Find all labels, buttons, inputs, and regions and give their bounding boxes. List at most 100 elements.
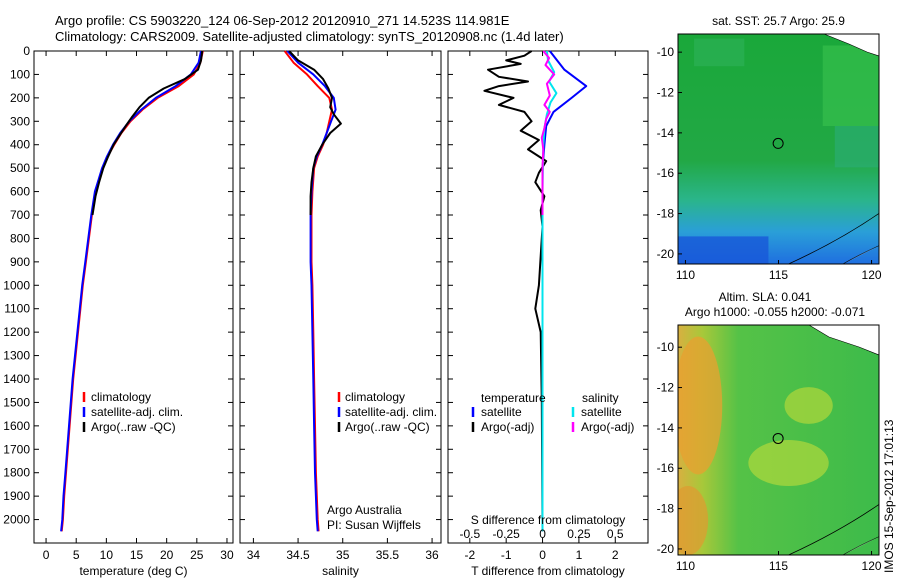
- s-tick-label: 0: [539, 527, 546, 541]
- s-tick-label: -0.25: [493, 527, 521, 541]
- x-tick-label: 1: [576, 548, 583, 562]
- s-tick-label: -0.5: [459, 527, 480, 541]
- x-tick-label: -2: [464, 548, 475, 562]
- x-tick-label: 34: [247, 548, 261, 562]
- sla-patch: [678, 336, 723, 475]
- difference-panel: -2 -1 0 1 2 T difference from climatology -0.5…: [447, 50, 649, 578]
- series-line-2: [60, 50, 202, 532]
- y-tick-label: 1500: [3, 395, 30, 409]
- legend-header: salinity: [582, 391, 619, 405]
- legend-entry: climatology: [91, 390, 151, 404]
- series-line-3: [91, 50, 204, 216]
- s-axis-label: S difference from climatology: [471, 513, 626, 527]
- land-mass: [808, 325, 879, 356]
- argo-location-marker: [772, 432, 784, 444]
- x-tick-label: 25: [190, 548, 204, 562]
- y-tick-label: 1600: [3, 419, 30, 433]
- y-tick-label: -14: [657, 126, 675, 140]
- y-tick-label: -16: [657, 166, 675, 180]
- legend-entry: Argo(..raw -QC): [91, 420, 176, 434]
- y-tick-label: 1100: [4, 302, 30, 316]
- legend-header: temperature: [481, 391, 546, 405]
- x-tick-label: 5: [73, 548, 80, 562]
- y-tick-label: -16: [657, 461, 675, 475]
- y-tick-label: 400: [10, 138, 30, 152]
- sst-patch: [822, 45, 879, 126]
- x-tick-label: 30: [220, 548, 234, 562]
- sst-map-panel: 110 115 120 -10 -12 -14 -16 -18 -20 sat. SST: 25.…: [657, 14, 882, 282]
- imos-date-label: IMOS 15-Sep-2012 17:01:13: [882, 419, 896, 573]
- y-tick-label: 1900: [3, 489, 30, 503]
- figure-title-line1: Argo profile: CS 5903220_124 06-Sep-2012…: [55, 13, 510, 28]
- sla-map-panel: 110 115 120 -10 -12 -14 -16 -18 -20 Altim. SLA: 0…: [657, 290, 882, 573]
- plot-frame: [239, 50, 442, 544]
- map-field: [678, 34, 879, 264]
- series-line-4: [540, 50, 556, 215]
- y-tick-label: 600: [10, 185, 30, 199]
- y-tick-label: 200: [10, 91, 30, 105]
- y-tick-label: 1800: [3, 466, 30, 480]
- x-tick-label: 36: [425, 548, 439, 562]
- legend-entry: climatology: [345, 390, 405, 404]
- y-tick-label: 1200: [3, 325, 30, 339]
- y-tick-label: 800: [10, 231, 30, 245]
- y-tick-label: 1300: [3, 349, 30, 363]
- y-tick-label: -20: [657, 247, 675, 261]
- y-tick-label: -12: [657, 86, 675, 100]
- y-tick-label: 500: [10, 161, 30, 175]
- temperature-panel: 0 5 10 15 20 25 300100200300400500600700800900…: [3, 44, 234, 578]
- salinity-panel: 34 34.5 35 35.5 36 salinity climatologysatelli…: [239, 50, 442, 578]
- x-axis-label: T difference from climatology: [471, 564, 625, 578]
- y-tick-label: -20: [657, 542, 675, 556]
- map-field: [678, 325, 879, 555]
- y-tick-label: 1000: [3, 278, 30, 292]
- series-line-3: [288, 50, 342, 215]
- y-tick-label: 300: [10, 114, 30, 128]
- y-tick-label: 900: [10, 255, 30, 269]
- s-tick-label: 0.25: [567, 527, 591, 541]
- x-tick-label: 110: [676, 559, 695, 573]
- legend-entry: satellite: [581, 405, 622, 419]
- y-tick-label: 0: [23, 44, 30, 58]
- series-line-2: [483, 50, 548, 532]
- map-title: sat. SST: 25.7 Argo: 25.9: [712, 14, 845, 28]
- s-tick-label: 0.5: [607, 527, 624, 541]
- legend-entry: satellite: [481, 405, 522, 419]
- y-tick-label: 2000: [3, 513, 30, 527]
- y-tick-label: 1700: [3, 442, 30, 456]
- argo-location-marker: [772, 137, 784, 149]
- y-tick-label: -14: [657, 421, 675, 435]
- map-title: Altim. SLA: 0.041: [719, 290, 812, 304]
- legend-entry: Argo(-adj): [481, 420, 534, 434]
- x-tick-label: 20: [160, 548, 174, 562]
- x-tick-label: 35.5: [376, 548, 400, 562]
- x-tick-label: 34.5: [286, 548, 310, 562]
- x-tick-label: 0: [539, 548, 546, 562]
- y-tick-label: -10: [657, 340, 675, 354]
- x-tick-label: -1: [501, 548, 512, 562]
- sst-patch: [834, 126, 879, 168]
- y-tick-label: 1400: [3, 372, 30, 386]
- land-mass: [823, 34, 879, 57]
- sla-patch: [784, 387, 833, 424]
- sst-patch: [694, 38, 745, 67]
- x-tick-label: 10: [100, 548, 114, 562]
- sst-patch: [678, 236, 769, 264]
- land-mass: [842, 245, 879, 264]
- x-tick-label: 35: [336, 548, 350, 562]
- y-tick-label: 700: [10, 208, 30, 222]
- x-tick-label: 2: [612, 548, 619, 562]
- annotation: PI: Susan Wijffels: [327, 518, 421, 532]
- annotation: Argo Australia: [327, 503, 402, 517]
- x-tick-label: 15: [130, 548, 144, 562]
- y-tick-label: 100: [10, 67, 30, 81]
- x-axis-label: salinity: [322, 564, 359, 578]
- x-tick-label: 110: [676, 268, 695, 282]
- y-tick-label: -18: [657, 207, 675, 221]
- land-mass: [842, 536, 879, 555]
- contour-line: [788, 213, 879, 264]
- legend-entry: satellite-adj. clim.: [91, 405, 183, 419]
- x-axis-label: temperature (deg C): [79, 564, 187, 578]
- y-tick-label: -18: [657, 502, 675, 516]
- x-tick-label: 115: [769, 559, 788, 573]
